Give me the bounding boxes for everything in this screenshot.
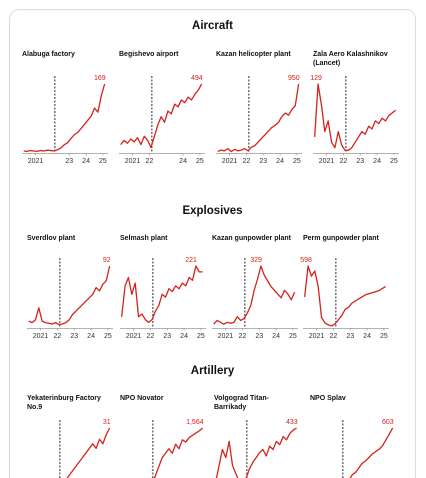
line <box>213 265 296 325</box>
card <box>9 9 416 478</box>
x-tick-label: 25 <box>390 158 398 165</box>
chart-title: Zala Aero Kalashnikov (Lancet) <box>313 51 388 67</box>
chart-title: Alabuga factory <box>22 51 75 58</box>
chart-title: Sverdlov plant <box>27 235 76 242</box>
chart-title: Begishevo airport <box>119 51 179 58</box>
value-label: 603 <box>382 419 394 426</box>
x-tick-label: 25 <box>293 158 301 165</box>
line <box>23 83 106 153</box>
x-tick-label: 22 <box>339 158 347 165</box>
x-tick-label: 22 <box>145 158 153 165</box>
line <box>121 265 203 324</box>
x-tick-label: 24 <box>82 158 90 165</box>
value-label: 950 <box>288 75 300 82</box>
chart-title: Yekaterinburg Factory No.9 <box>27 395 101 411</box>
value-label: 329 <box>250 257 262 264</box>
value-label: 1,564 <box>186 419 204 426</box>
x-tick-label: 23 <box>65 158 73 165</box>
x-tick-label: 23 <box>163 333 171 340</box>
x-tick-label: 23 <box>259 158 267 165</box>
x-tick-label: 2021 <box>319 158 335 165</box>
chart-title: Kazan gunpowder plant <box>212 235 291 242</box>
section-title: Aircraft <box>192 20 233 32</box>
line <box>120 83 203 149</box>
x-tick-label: 24 <box>276 158 284 165</box>
x-tick-label: 25 <box>197 333 205 340</box>
x-tick-label: 23 <box>356 158 364 165</box>
x-tick-label: 24 <box>272 333 280 340</box>
value-label: 221 <box>185 257 197 264</box>
line <box>153 427 204 478</box>
chart-title: NPO Novator <box>120 395 164 402</box>
x-tick-label: 22 <box>329 333 337 340</box>
x-tick-label: 25 <box>380 333 388 340</box>
x-tick-label: 25 <box>196 158 204 165</box>
value-label: 31 <box>103 419 111 426</box>
section-title: Artillery <box>190 365 235 377</box>
x-tick-label: 25 <box>99 158 107 165</box>
x-tick-label: 2021 <box>309 333 325 340</box>
x-tick-label: 2021 <box>126 333 142 340</box>
chart-title: Volgograd Titan-Barrikady <box>214 395 269 411</box>
x-tick-label: 22 <box>238 333 246 340</box>
line <box>349 427 394 478</box>
chart-title: Kazan helicopter plant <box>216 51 291 58</box>
x-tick-label: 2021 <box>218 333 234 340</box>
x-tick-label: 2021 <box>125 158 141 165</box>
x-tick-label: 23 <box>346 333 354 340</box>
line <box>215 427 297 478</box>
x-tick-label: 24 <box>87 333 95 340</box>
line <box>304 265 386 327</box>
value-label: 92 <box>103 257 111 264</box>
value-label: 494 <box>191 75 203 82</box>
x-tick-label: 24 <box>179 158 187 165</box>
x-tick-label: 22 <box>53 333 61 340</box>
line <box>314 83 397 151</box>
x-tick-label: 22 <box>242 158 250 165</box>
x-tick-label: 24 <box>180 333 188 340</box>
section-title: Explosives <box>182 205 243 217</box>
x-tick-label: 24 <box>373 158 381 165</box>
line <box>28 265 111 326</box>
line <box>217 83 300 153</box>
x-tick-label: 23 <box>255 333 263 340</box>
value-label: 433 <box>286 419 298 426</box>
chart-title: NPO Splav <box>310 395 346 402</box>
x-tick-label: 25 <box>104 333 112 340</box>
chart-title: Perm gunpowder plant <box>303 235 379 242</box>
x-tick-label: 25 <box>289 333 297 340</box>
x-tick-label: 2021 <box>28 158 44 165</box>
x-tick-label: 24 <box>363 333 371 340</box>
chart-title: Selmash plant <box>120 235 168 242</box>
value-label: 169 <box>94 75 106 82</box>
x-tick-label: 22 <box>146 333 154 340</box>
x-tick-label: 2021 <box>33 333 49 340</box>
x-tick-label: 2021 <box>222 158 238 165</box>
value-label: 129 <box>310 75 322 82</box>
line <box>66 427 111 478</box>
x-tick-label: 23 <box>70 333 78 340</box>
value-label: 598 <box>300 257 312 264</box>
